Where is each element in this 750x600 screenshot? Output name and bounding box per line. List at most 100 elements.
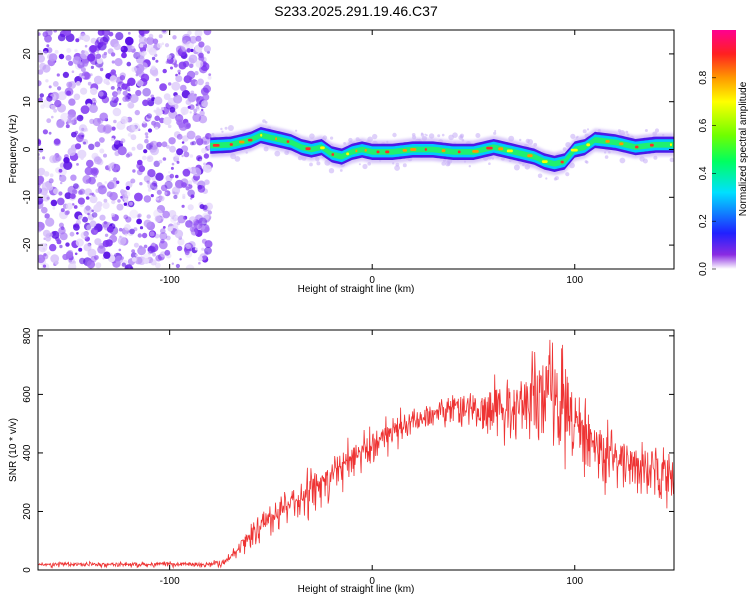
noise-speck [144, 138, 149, 144]
noise-speck [144, 196, 150, 202]
noise-speck [56, 73, 60, 77]
ridge-halo-speck [537, 173, 543, 179]
noise-speck [99, 67, 104, 72]
noise-speck [194, 30, 203, 38]
noise-speck [154, 115, 160, 122]
noise-speck [159, 83, 168, 91]
noise-speck [152, 38, 159, 45]
noise-speck [85, 205, 91, 211]
noise-speck [144, 132, 149, 136]
noise-speck [171, 162, 175, 166]
noise-speck [203, 164, 212, 173]
noise-speck [155, 197, 160, 201]
noise-speck [94, 255, 99, 260]
noise-speck [130, 252, 137, 259]
noise-speck [71, 119, 77, 125]
snr-x-tick-label: 100 [566, 576, 583, 587]
noise-speck [189, 35, 198, 44]
noise-speck [163, 116, 172, 126]
ridge-hot-spot [586, 143, 591, 147]
ridge-halo-speck [358, 163, 361, 166]
noise-speck [202, 212, 210, 221]
noise-speck [201, 108, 204, 112]
noise-speck [111, 126, 116, 131]
noise-speck [38, 187, 42, 195]
noise-speck [79, 62, 83, 66]
noise-speck [74, 76, 83, 84]
noise-speck [111, 143, 119, 151]
noise-speck [140, 73, 150, 83]
noise-speck [150, 146, 159, 156]
noise-speck [161, 42, 165, 45]
noise-speck [38, 147, 44, 153]
noise-speck [130, 178, 136, 184]
ridge-halo-speck [367, 162, 372, 166]
noise-speck [75, 38, 80, 43]
noise-speck [92, 194, 96, 197]
noise-speck [204, 179, 210, 185]
noise-speck [196, 105, 200, 110]
noise-speck [165, 235, 171, 241]
ridge-halo-speck [654, 128, 660, 133]
noise-speck [43, 171, 50, 177]
noise-speck [146, 113, 152, 119]
noise-speck [190, 141, 194, 146]
noise-speck [163, 93, 171, 101]
noise-speck [199, 110, 205, 116]
noise-speck [46, 95, 53, 102]
ridge-halo-speck [545, 177, 548, 180]
noise-speck [187, 30, 192, 36]
noise-speck [162, 210, 170, 219]
noise-speck [175, 263, 180, 269]
noise-speck [165, 60, 169, 64]
noise-speck [156, 141, 162, 148]
noise-speck [86, 159, 94, 168]
noise-speck [108, 180, 117, 189]
noise-speck [42, 264, 47, 268]
ridge-hot-spot [286, 140, 290, 143]
noise-speck [84, 44, 88, 48]
noise-speck [133, 242, 139, 248]
ridge-hot-spot [346, 152, 350, 156]
noise-speck [38, 156, 41, 161]
ridge-hot-spot [331, 153, 335, 156]
noise-speck [115, 255, 123, 264]
noise-speck [188, 63, 194, 69]
noise-speck [76, 232, 79, 235]
noise-speck [151, 180, 158, 187]
noise-speck [185, 264, 195, 269]
ridge-halo-speck [644, 129, 648, 132]
noise-speck [80, 87, 88, 95]
noise-speck [103, 78, 110, 85]
noise-speck [156, 189, 162, 195]
noise-speck [110, 96, 115, 101]
ridge-hot-spot [247, 138, 253, 142]
noise-speck [131, 249, 136, 254]
ridge-hot-spot [649, 143, 654, 147]
noise-speck [168, 137, 176, 145]
noise-speck [177, 215, 186, 224]
ridge-halo-speck [625, 130, 629, 134]
noise-speck [106, 225, 114, 233]
noise-speck [104, 181, 108, 184]
noise-speck [191, 140, 197, 146]
noise-speck [148, 33, 154, 39]
noise-speck [135, 73, 139, 77]
noise-speck [128, 89, 131, 92]
noise-speck [195, 60, 204, 68]
ridge-halo-speck [519, 138, 522, 142]
noise-speck [173, 63, 178, 68]
noise-speck [125, 36, 134, 46]
noise-speck [139, 43, 144, 48]
noise-speck [135, 89, 142, 97]
noise-speck [103, 51, 108, 56]
noise-speck [146, 115, 152, 121]
noise-speck [77, 197, 85, 205]
noise-speck [110, 137, 115, 142]
spectrogram-y-tick-label: 10 [22, 96, 33, 108]
spectrogram-y-tick-label: 20 [22, 48, 33, 60]
noise-speck [109, 191, 118, 201]
ridge-hot-spot [635, 145, 639, 149]
noise-speck [151, 56, 156, 61]
